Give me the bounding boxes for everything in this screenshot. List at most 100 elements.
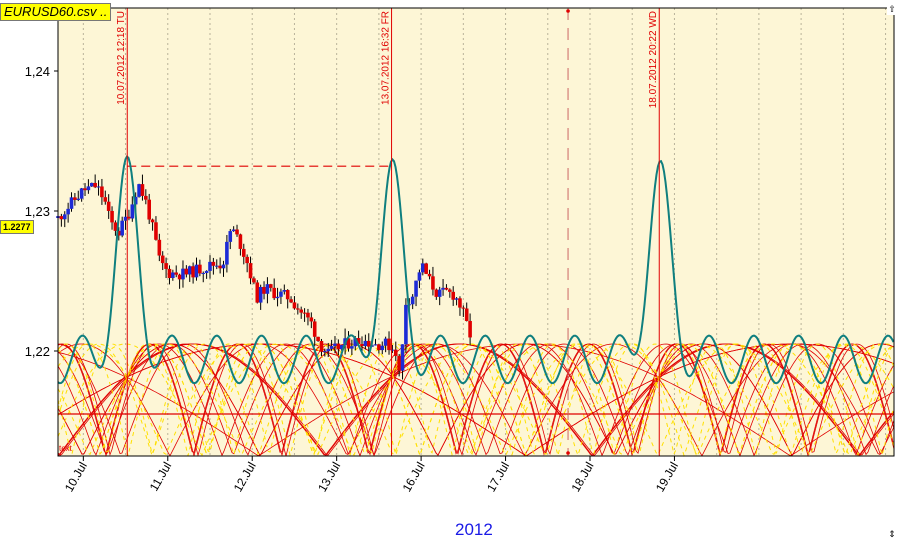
candle-body bbox=[117, 230, 121, 236]
candle-body bbox=[181, 268, 185, 280]
candle-body bbox=[306, 312, 310, 318]
candle-body bbox=[272, 287, 276, 299]
candle-body bbox=[187, 266, 192, 275]
candle-body bbox=[316, 336, 320, 342]
candle-body bbox=[255, 282, 260, 303]
candle-body bbox=[123, 216, 128, 221]
red-cycle-arc bbox=[57, 343, 895, 457]
scroll-updown-arrow-icon[interactable]: ⇕ bbox=[887, 529, 897, 540]
candle-body bbox=[62, 214, 67, 220]
candle-body bbox=[417, 272, 422, 281]
scroll-up-arrow-icon[interactable]: ⇧ bbox=[887, 4, 897, 15]
candle-body bbox=[76, 198, 81, 200]
x-axis-tick-label: 16.Jul bbox=[400, 460, 428, 495]
candle-body bbox=[319, 341, 324, 352]
level-lines bbox=[58, 8, 894, 456]
candle-body bbox=[86, 186, 91, 191]
candle-body bbox=[147, 199, 151, 220]
candle-body bbox=[312, 321, 317, 337]
cycle-line bbox=[57, 154, 895, 385]
yellow-cycle-arc bbox=[57, 343, 895, 456]
candle-body bbox=[380, 345, 385, 351]
candle-body bbox=[144, 195, 148, 200]
candle-body bbox=[363, 340, 368, 347]
candle-body bbox=[66, 208, 70, 215]
candle-body bbox=[262, 286, 266, 294]
candle-body bbox=[235, 229, 239, 235]
candles bbox=[56, 174, 472, 380]
candle-body bbox=[397, 355, 401, 371]
candle-body bbox=[323, 351, 327, 353]
candle-body bbox=[191, 266, 195, 278]
candle-body bbox=[424, 263, 428, 274]
candle-body bbox=[258, 286, 263, 303]
candle-body bbox=[83, 188, 87, 191]
candle-body bbox=[96, 186, 101, 188]
candle-body bbox=[431, 276, 435, 290]
candle-body bbox=[333, 343, 337, 347]
x-axis-tick-label: 11.Jul bbox=[147, 460, 175, 494]
candle-body bbox=[241, 248, 246, 257]
yellow-cycle-arc bbox=[57, 343, 895, 458]
x-axis-tick-label: 17.Jul bbox=[484, 460, 512, 495]
candle-body bbox=[292, 302, 297, 309]
candle-body bbox=[437, 289, 442, 297]
candle-body bbox=[383, 338, 388, 346]
cycle-waves bbox=[57, 343, 895, 458]
current-price-badge: 1.2277 bbox=[0, 220, 34, 234]
x-axis-tick-label: 13.Jul bbox=[315, 460, 343, 495]
candle-body bbox=[245, 256, 249, 264]
candle-body bbox=[184, 268, 189, 275]
candle-body bbox=[120, 220, 124, 236]
candle-body bbox=[59, 216, 64, 220]
candle-body bbox=[69, 197, 74, 209]
candle-body bbox=[360, 343, 364, 347]
x-axis-tick-label: 19.Jul bbox=[653, 460, 681, 495]
candle-body bbox=[211, 261, 216, 266]
candle-body bbox=[404, 304, 408, 345]
candle-body bbox=[231, 229, 236, 232]
candle-body bbox=[133, 196, 138, 205]
candle-body bbox=[106, 201, 111, 211]
candle-body bbox=[350, 346, 354, 349]
candle-body bbox=[387, 338, 391, 351]
cycle-line-path bbox=[57, 154, 895, 385]
red-cycle-arc bbox=[57, 343, 895, 458]
red-cycle-arc bbox=[57, 343, 895, 457]
red-cycle-arc bbox=[57, 343, 895, 457]
candle-body bbox=[296, 308, 300, 310]
candle-body bbox=[201, 273, 206, 275]
candle-body bbox=[137, 184, 141, 197]
candle-body bbox=[427, 273, 432, 277]
candle-body bbox=[228, 231, 233, 242]
candle-body bbox=[400, 344, 405, 371]
candle-body bbox=[346, 338, 351, 349]
candle-body bbox=[329, 346, 334, 349]
candle-body bbox=[265, 284, 270, 294]
red-cycle-arc bbox=[57, 343, 895, 457]
candle-body bbox=[377, 344, 381, 351]
red-cycle-arc bbox=[57, 343, 895, 457]
candle-body bbox=[390, 349, 395, 351]
candle-body bbox=[164, 263, 168, 269]
candle-body bbox=[204, 270, 209, 274]
candle-body bbox=[279, 291, 283, 297]
candle-body bbox=[252, 278, 256, 283]
candle-body bbox=[356, 338, 361, 344]
candle-body bbox=[366, 340, 371, 347]
candle-body bbox=[218, 265, 222, 269]
yellow-cycle-arc bbox=[57, 343, 895, 457]
candle-body bbox=[221, 264, 226, 269]
candle-body bbox=[285, 290, 290, 300]
peak-markers: 10.07.2012 12:18 TU 13.07.2012 16:32 FR 18… bbox=[116, 8, 660, 456]
candle-body bbox=[336, 343, 341, 350]
candle-body bbox=[157, 239, 162, 256]
candle-body bbox=[150, 219, 155, 223]
candle-body bbox=[171, 272, 175, 279]
candle-body bbox=[174, 272, 179, 275]
candle-body bbox=[458, 298, 462, 308]
candle-body bbox=[73, 197, 77, 200]
candle-body bbox=[434, 289, 439, 297]
chart-title[interactable]: EURUSD60.csv .. bbox=[0, 3, 112, 21]
